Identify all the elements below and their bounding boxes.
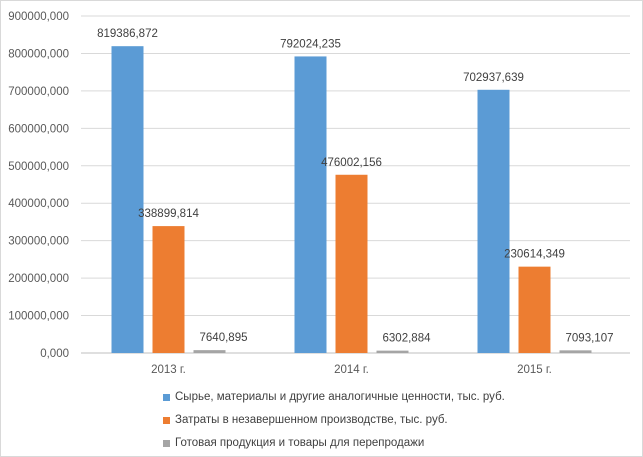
y-tick-label: 700000,000 <box>8 86 69 98</box>
data-label-work-in-progress: 338899,814 <box>138 208 199 220</box>
legend-label-finished-goods: Готовая продукция и товары для перепрода… <box>175 437 425 449</box>
y-tick-label: 100000,000 <box>8 311 69 323</box>
y-tick-label: 200000,000 <box>8 273 69 285</box>
legend-label-raw-materials: Сырье, материалы и другие аналогичные це… <box>175 391 505 403</box>
x-tick-label: 2015 г. <box>517 364 552 376</box>
x-tick-label: 2014 г. <box>334 364 369 376</box>
bar-work-in-progress <box>152 226 185 353</box>
bar-work-in-progress <box>335 174 368 353</box>
x-axis-tick-labels: 2013 г. 2014 г. 2015 г. <box>151 364 552 376</box>
legend-item-work-in-progress: Затраты в незавершенном производстве, ты… <box>163 410 623 430</box>
legend: Сырье, материалы и другие аналогичные це… <box>163 387 623 456</box>
bars <box>111 46 592 354</box>
data-label-raw-materials: 792024,235 <box>280 38 341 50</box>
data-label-work-in-progress: 230614,349 <box>504 249 565 261</box>
bar-chart: 0,000 100000,000 200000,000 300000,000 40000… <box>8 11 630 376</box>
bar-finished-goods <box>193 350 226 353</box>
y-axis-tick-labels: 0,000 100000,000 200000,000 300000,000 40000… <box>8 11 69 360</box>
y-tick-label: 400000,000 <box>8 198 69 210</box>
legend-swatch-raw-materials <box>163 393 170 401</box>
x-tick-label: 2013 г. <box>151 364 186 376</box>
y-tick-label: 0,000 <box>40 348 69 360</box>
y-tick-label: 300000,000 <box>8 236 69 248</box>
data-label-finished-goods: 6302,884 <box>383 333 432 345</box>
bar-raw-materials <box>111 46 144 353</box>
bar-work-in-progress <box>518 266 551 353</box>
data-label-raw-materials: 702937,639 <box>463 72 524 84</box>
y-tick-label: 600000,000 <box>8 123 69 135</box>
bar-raw-materials <box>294 56 327 354</box>
data-label-raw-materials: 819386,872 <box>97 28 158 40</box>
legend-swatch-work-in-progress <box>163 416 170 424</box>
bar-raw-materials <box>477 89 510 353</box>
data-label-finished-goods: 7093,107 <box>566 332 614 344</box>
legend-item-finished-goods: Готовая продукция и товары для перепрода… <box>163 433 623 453</box>
y-tick-label: 500000,000 <box>8 161 69 173</box>
legend-label-work-in-progress: Затраты в незавершенном производстве, ты… <box>175 414 448 426</box>
bar-finished-goods <box>559 350 592 353</box>
legend-swatch-finished-goods <box>163 439 170 447</box>
y-tick-label: 900000,000 <box>8 11 69 23</box>
legend-item-raw-materials: Сырье, материалы и другие аналогичные це… <box>163 387 623 407</box>
data-label-work-in-progress: 476002,156 <box>321 157 382 169</box>
data-label-finished-goods: 7640,895 <box>200 332 248 344</box>
data-labels: 819386,872 338899,814 7640,895 792024,235 47… <box>97 28 613 344</box>
y-tick-label: 800000,000 <box>8 48 69 60</box>
bar-finished-goods <box>376 350 409 353</box>
